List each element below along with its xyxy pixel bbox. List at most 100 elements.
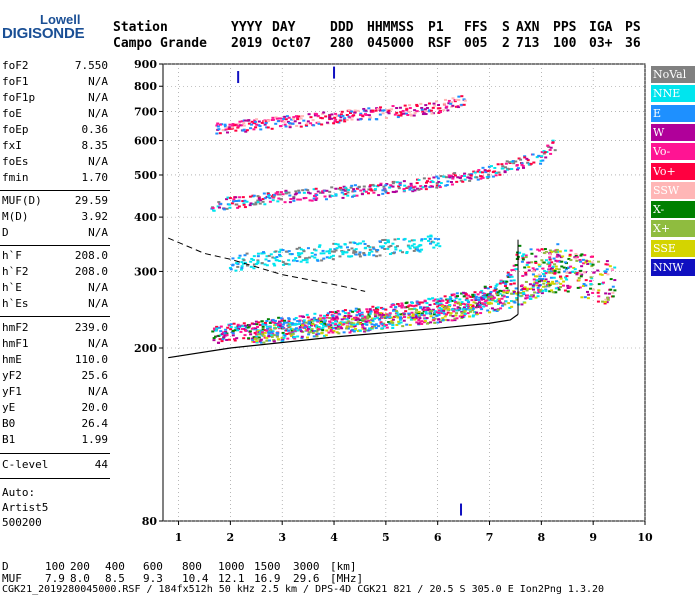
ionogram-echo (442, 310, 446, 313)
ionogram-echo (352, 114, 356, 117)
ionogram-echo (446, 109, 450, 112)
ionogram-echo (450, 319, 454, 322)
ionogram-echo (305, 325, 309, 328)
ionogram-echo (356, 118, 360, 121)
ionogram-echo (395, 245, 399, 248)
ionogram-echo (439, 175, 443, 178)
ionogram-echo (234, 196, 238, 199)
ionogram-echo (548, 256, 552, 259)
ionogram-echo (258, 202, 262, 205)
ionogram-echo (428, 237, 432, 240)
footer-d-value: 100 (45, 560, 65, 573)
ionogram-echo (549, 282, 553, 285)
ionogram-echo (600, 273, 604, 276)
ionogram-echo (472, 301, 476, 304)
ionogram-echo (462, 103, 466, 106)
ionogram-echo (431, 106, 435, 109)
ionogram-echo (410, 301, 414, 304)
ionogram-echo (388, 253, 392, 256)
param-row: fmin 1.70 (2, 170, 108, 186)
ionogram-echo (554, 251, 558, 254)
ionogram-echo (422, 111, 426, 114)
param-row: h`E N/A (2, 280, 108, 296)
ionogram-echo (574, 252, 578, 255)
ionogram-echo (549, 276, 553, 279)
ionogram-echo (451, 104, 455, 107)
ionogram-echo (332, 122, 336, 125)
ionogram-echo (385, 326, 389, 329)
ionogram-echo (451, 315, 455, 318)
ionogram-echo (395, 107, 399, 110)
ionogram-echo (279, 249, 283, 252)
ionogram-echo (315, 326, 319, 329)
ionogram-echo (303, 325, 307, 328)
ionogram-echo (544, 259, 548, 262)
ionogram-echo (251, 337, 255, 340)
ionogram-echo (520, 303, 524, 306)
param-label: fmin (2, 171, 29, 184)
ionogram-echo (226, 131, 230, 134)
ionogram-echo (454, 314, 458, 317)
ionogram-echo (255, 335, 259, 338)
ionogram-echo (308, 192, 312, 195)
ionogram-echo (365, 308, 369, 311)
ionogram-echo (368, 321, 372, 324)
ionogram-echo (611, 291, 615, 294)
ionogram-echo (415, 246, 419, 249)
ionogram-echo (392, 252, 396, 255)
param-value: N/A (88, 281, 108, 294)
ionogram-echo (393, 113, 397, 116)
ionogram-echo (328, 327, 332, 330)
ionogram-echo (400, 304, 404, 307)
y-tick-label: 300 (134, 265, 157, 278)
ionogram-echo (518, 291, 522, 294)
ionogram-echo (489, 299, 493, 302)
ionogram-echo (609, 278, 613, 281)
ionogram-echo (579, 275, 583, 278)
ionogram-echo (290, 329, 294, 332)
ionogram-echo (480, 289, 484, 292)
ionogram-echo (334, 311, 338, 314)
ionogram-echo (346, 194, 350, 197)
ionogram-echo (325, 189, 329, 192)
ionogram-echo (342, 316, 346, 319)
ionogram-echo (453, 304, 457, 307)
ionogram-echo (601, 300, 605, 303)
ionogram-echo (437, 313, 441, 316)
ionogram-echo (535, 268, 539, 271)
ionogram-echo (331, 250, 335, 253)
ionogram-echo (328, 194, 332, 197)
param-label: M(D) (2, 210, 29, 223)
ionogram-echo (463, 306, 467, 309)
ionogram-echo (349, 186, 353, 189)
ionogram-echo (451, 308, 455, 311)
ionogram-echo (223, 331, 227, 334)
ionogram-echo (241, 262, 245, 265)
ionogram-echo (358, 329, 362, 332)
ionogram-echo (396, 313, 400, 316)
ionogram-echo (536, 286, 540, 289)
param-label: hmE (2, 353, 22, 366)
ionogram-echo (349, 309, 353, 312)
ionogram-echo (371, 183, 375, 186)
ionogram-echo (608, 265, 612, 268)
ionogram-echo (553, 272, 557, 275)
ionogram-echo (329, 311, 333, 314)
ionogram-echo (323, 189, 327, 192)
ionogram-echo (482, 296, 486, 299)
ionogram-echo (319, 320, 323, 323)
ionogram-echo (292, 259, 296, 262)
ionogram-echo (292, 197, 296, 200)
ionogram-echo (582, 271, 586, 274)
ionogram-echo (566, 287, 570, 290)
ionogram-echo (575, 256, 579, 259)
ionogram-echo (264, 122, 268, 125)
ionogram-echo (442, 308, 446, 311)
ionogram-echo (242, 128, 246, 131)
ionogram-echo (403, 184, 407, 187)
ionogram-echo (364, 329, 368, 332)
footer-muf-value: [MHz] (330, 572, 364, 585)
ionogram-echo (328, 116, 332, 119)
ionogram-echo (248, 204, 252, 207)
ionogram-echo (352, 323, 356, 326)
